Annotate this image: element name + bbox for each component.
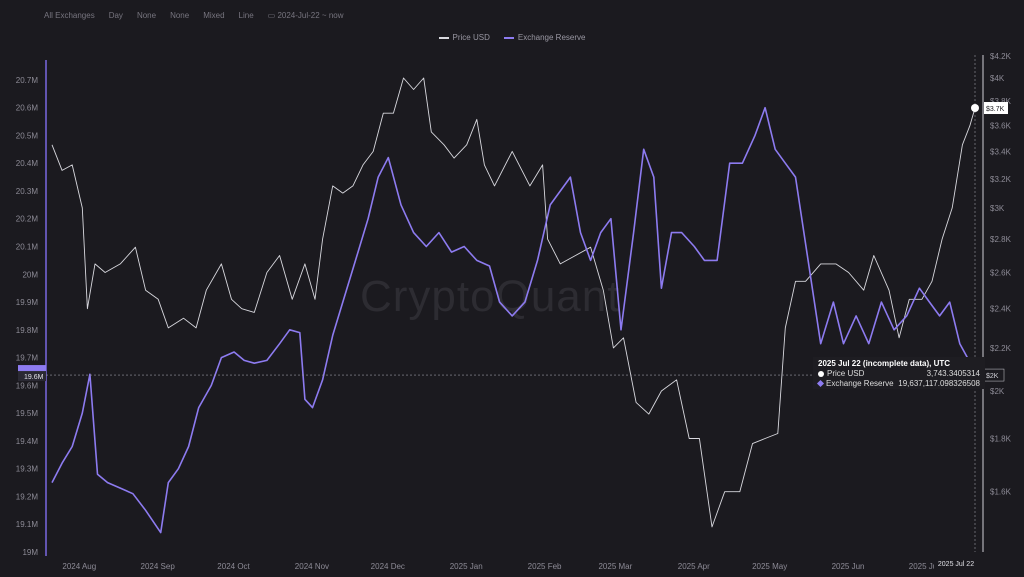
x-tick-label-2: 2024 Oct bbox=[217, 562, 250, 571]
x-tick-label-6: 2025 Feb bbox=[528, 562, 562, 571]
moving-average-2-selector[interactable]: None bbox=[170, 10, 190, 20]
left-tick-label-11: 19.6M bbox=[16, 381, 39, 390]
price-badge-bg bbox=[984, 102, 1008, 115]
price-swatch bbox=[438, 36, 449, 39]
x-tick-label-5: 2025 Jan bbox=[450, 562, 483, 571]
chart-legend: Price USD Exchange Reserve bbox=[0, 33, 1024, 42]
moving-average-1-selector[interactable]: None bbox=[136, 10, 157, 20]
right-tick-label-1: $4K bbox=[990, 74, 1005, 83]
left-tick-label-2: 20.5M bbox=[16, 131, 39, 140]
left-axis: 20.7M 20.6M 20.5M 20.4M 20.3M 20.2M 20.1M 20M 19… bbox=[16, 60, 47, 557]
x-date-badge-label: 2025 Jul 22 bbox=[938, 561, 974, 568]
price-dot-icon bbox=[818, 370, 824, 377]
right-axis: $4.2K $4K $3.8K $3.6K $3.4K $3.2K $3K $2.8K $2.6… bbox=[982, 52, 1012, 552]
left-tick-label-0: 20.7M bbox=[16, 76, 39, 85]
watermark: CryptoQuant bbox=[360, 272, 621, 321]
date-range-selector[interactable]: ▭ 2024-Jul-22 ~ now bbox=[268, 11, 344, 20]
right-tick-label-12: $1.8K bbox=[990, 435, 1012, 444]
x-axis: 2024 Aug 2024 Sep 2024 Oct 2024 Nov 2024 Dec… bbox=[62, 562, 939, 571]
left-tick-label-5: 20.2M bbox=[16, 215, 39, 224]
right-tick-label-2: $3.8K bbox=[990, 97, 1012, 106]
x-tick-label-9: 2025 May bbox=[752, 562, 787, 571]
right-tick-label-8: $2.6K bbox=[990, 269, 1012, 278]
right-tick-label-11: $2K bbox=[990, 387, 1005, 396]
left-tick-label-16: 19.1M bbox=[16, 520, 39, 529]
left-value-badge-label: 19.6M bbox=[24, 374, 44, 381]
right-tick-label-9: $2.4K bbox=[990, 305, 1012, 314]
legend-item-price[interactable]: Price USD bbox=[438, 33, 490, 42]
left-tick-label-6: 20.1M bbox=[16, 243, 39, 252]
right-tick-label-7: $2.8K bbox=[990, 235, 1012, 244]
legend-label-price: Price USD bbox=[452, 33, 490, 42]
x-tick-label-1: 2024 Sep bbox=[141, 562, 176, 571]
chart-style-selector[interactable]: Line bbox=[238, 10, 254, 20]
x-tick-label-11: 2025 Jul bbox=[909, 562, 939, 571]
left-tick-label-4: 20.3M bbox=[16, 187, 39, 196]
left-tick-label-9: 19.8M bbox=[16, 326, 39, 335]
left-tick-label-3: 20.4M bbox=[16, 159, 39, 168]
series-line-1 bbox=[51, 106, 976, 534]
right-tick-label-5: $3.2K bbox=[990, 175, 1012, 184]
series-line-0 bbox=[51, 77, 976, 528]
tooltip: 2025 Jul 22 (incomplete data), UTC Price… bbox=[813, 357, 985, 389]
left-value-badge-bg bbox=[18, 371, 46, 382]
window-selector[interactable]: Day bbox=[108, 10, 123, 20]
left-tick-label-15: 19.2M bbox=[16, 492, 39, 501]
exchange-selector[interactable]: All Exchanges bbox=[44, 10, 95, 20]
left-tick-label-17: 19M bbox=[22, 548, 38, 557]
x-date-badge-bg bbox=[934, 556, 978, 569]
tooltip-price-label: Price USD bbox=[827, 369, 865, 378]
right-tick-label-10: $2.2K bbox=[990, 344, 1012, 353]
legend-item-reserve[interactable]: Exchange Reserve bbox=[503, 33, 586, 42]
x-tick-label-0: 2024 Aug bbox=[62, 562, 96, 571]
scale-selector[interactable]: Mixed bbox=[203, 10, 225, 20]
tooltip-reserve-label: Exchange Reserve bbox=[826, 379, 894, 388]
left-tick-label-7: 20M bbox=[22, 270, 38, 279]
left-tick-label-13: 19.4M bbox=[16, 437, 39, 446]
left-tick-label-10: 19.7M bbox=[16, 354, 39, 363]
left-tick-label-14: 19.3M bbox=[16, 465, 39, 474]
series-lines bbox=[51, 77, 976, 534]
legend-label-reserve: Exchange Reserve bbox=[517, 33, 586, 42]
date-range-label: 2024-Jul-22 ~ now bbox=[277, 10, 344, 20]
reserve-swatch bbox=[503, 36, 514, 39]
tooltip-title: 2025 Jul 22 (incomplete data), UTC bbox=[818, 359, 951, 368]
price-badge-label: $3.7K bbox=[986, 106, 1005, 113]
right-tick-label-4: $3.4K bbox=[990, 147, 1012, 156]
x-tick-label-3: 2024 Nov bbox=[295, 562, 329, 571]
price-last-marker bbox=[971, 104, 979, 113]
left-tick-label-1: 20.6M bbox=[16, 104, 39, 113]
reserve-diamond-icon bbox=[816, 380, 825, 388]
left-tick-label-8: 19.9M bbox=[16, 298, 39, 307]
tooltip-reserve-value: 19,637,117.098326508 bbox=[898, 379, 980, 388]
x-tick-label-8: 2025 Apr bbox=[678, 562, 710, 571]
reserve-right-badge-label: $2K bbox=[986, 373, 999, 380]
tooltip-price-value: 3,743.3405314 bbox=[926, 369, 980, 378]
toolbar: All Exchanges Day None None Mixed Line ▭… bbox=[44, 8, 344, 22]
right-tick-label-13: $1.6K bbox=[990, 488, 1012, 497]
x-tick-label-4: 2024 Dec bbox=[371, 562, 405, 571]
x-tick-label-10: 2025 Jun bbox=[832, 562, 865, 571]
left-tick-label-12: 19.5M bbox=[16, 409, 39, 418]
right-tick-label-6: $3K bbox=[990, 204, 1005, 213]
left-value-badge-accent bbox=[18, 365, 46, 374]
calendar-icon: ▭ bbox=[267, 10, 276, 20]
right-tick-label-3: $3.6K bbox=[990, 122, 1012, 131]
right-tick-label-0: $4.2K bbox=[990, 52, 1012, 61]
x-tick-label-7: 2025 Mar bbox=[598, 562, 632, 571]
